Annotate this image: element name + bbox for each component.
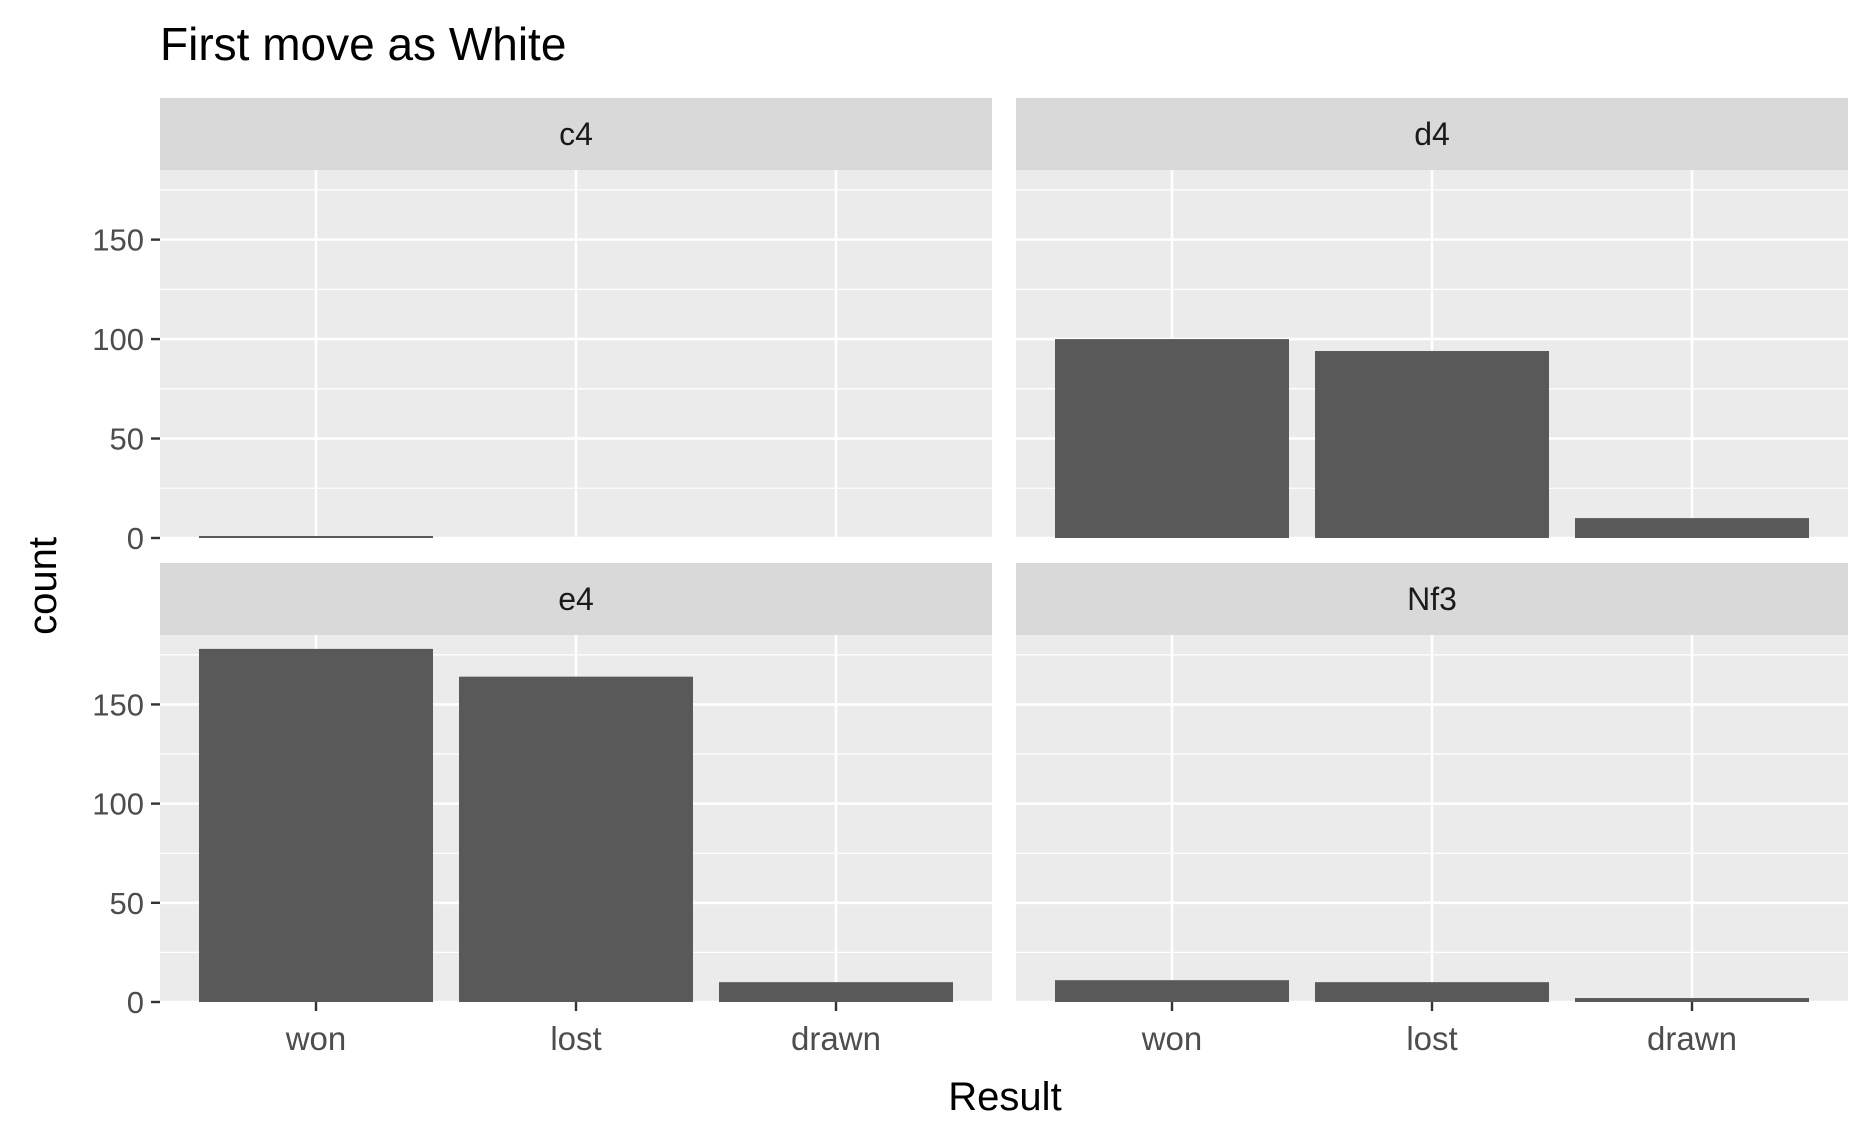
facet-panels: c4 0 50 100 150 d4 e4 0 50 100 150 won lost drawn Nf3 w… (92, 98, 1848, 1057)
bar-e4-drawn (719, 982, 953, 1002)
facet-strip (1016, 98, 1848, 170)
facet-strip (1016, 563, 1848, 635)
bar-c4-won (199, 536, 433, 538)
bar-d4-lost (1315, 351, 1549, 538)
x-tick-label: lost (550, 1020, 601, 1057)
bar-Nf3-lost (1315, 982, 1549, 1002)
x-tick-label: drawn (1647, 1020, 1737, 1057)
bar-Nf3-drawn (1575, 998, 1809, 1002)
facet-strip (160, 563, 992, 635)
bar-d4-drawn (1575, 518, 1809, 538)
x-tick-label: drawn (791, 1020, 881, 1057)
y-tick-label: 150 (92, 687, 144, 722)
facet-panel-e4: e4 0 50 100 150 won lost drawn (92, 563, 992, 1057)
facet-strip-label: c4 (559, 116, 593, 152)
bar-e4-won (199, 648, 433, 1002)
y-tick-label: 0 (127, 985, 144, 1020)
y-tick-label: 0 (127, 521, 144, 556)
facet-strip (160, 98, 992, 170)
y-tick-label: 100 (92, 322, 144, 357)
x-tick-label: won (285, 1020, 347, 1057)
facet-strip-label: e4 (558, 581, 594, 617)
facet-panel-d4: d4 (1016, 98, 1848, 540)
bar-e4-lost (459, 676, 693, 1002)
y-tick-label: 150 (92, 223, 144, 258)
x-tick-label: won (1141, 1020, 1203, 1057)
x-tick-label: lost (1406, 1020, 1457, 1057)
y-tick-label: 50 (110, 886, 144, 921)
facet-panel-c4: c4 0 50 100 150 (92, 98, 992, 556)
bar-Nf3-won (1055, 980, 1289, 1002)
facet-strip-label: d4 (1414, 116, 1450, 152)
facet-panel-Nf3: Nf3 won lost drawn (1016, 563, 1848, 1057)
y-tick-label: 50 (110, 422, 144, 457)
y-tick-label: 100 (92, 787, 144, 822)
x-axis-title: Result (948, 1075, 1061, 1119)
facet-strip-label: Nf3 (1407, 581, 1457, 617)
y-axis-title: count (21, 537, 65, 635)
bar-d4-won (1055, 339, 1289, 538)
chart-title: First move as White (160, 18, 566, 70)
